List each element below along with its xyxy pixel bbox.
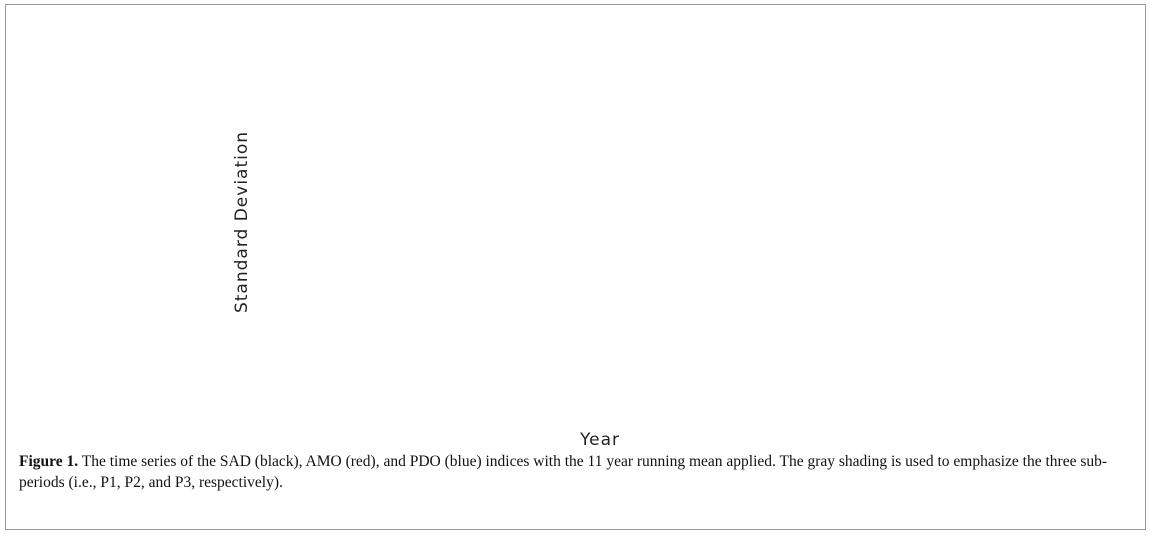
caption: Figure 1. The time series of the SAD (bl… xyxy=(19,451,1139,493)
chart: Year Standard Deviation xyxy=(232,131,620,450)
caption-text: The time series of the SAD (black), AMO … xyxy=(19,453,1108,491)
x-axis-label: Year xyxy=(579,430,620,450)
y-axis-label: Standard Deviation xyxy=(232,131,252,313)
caption-label: Figure 1. xyxy=(19,453,79,470)
figure-frame xyxy=(5,4,1146,530)
